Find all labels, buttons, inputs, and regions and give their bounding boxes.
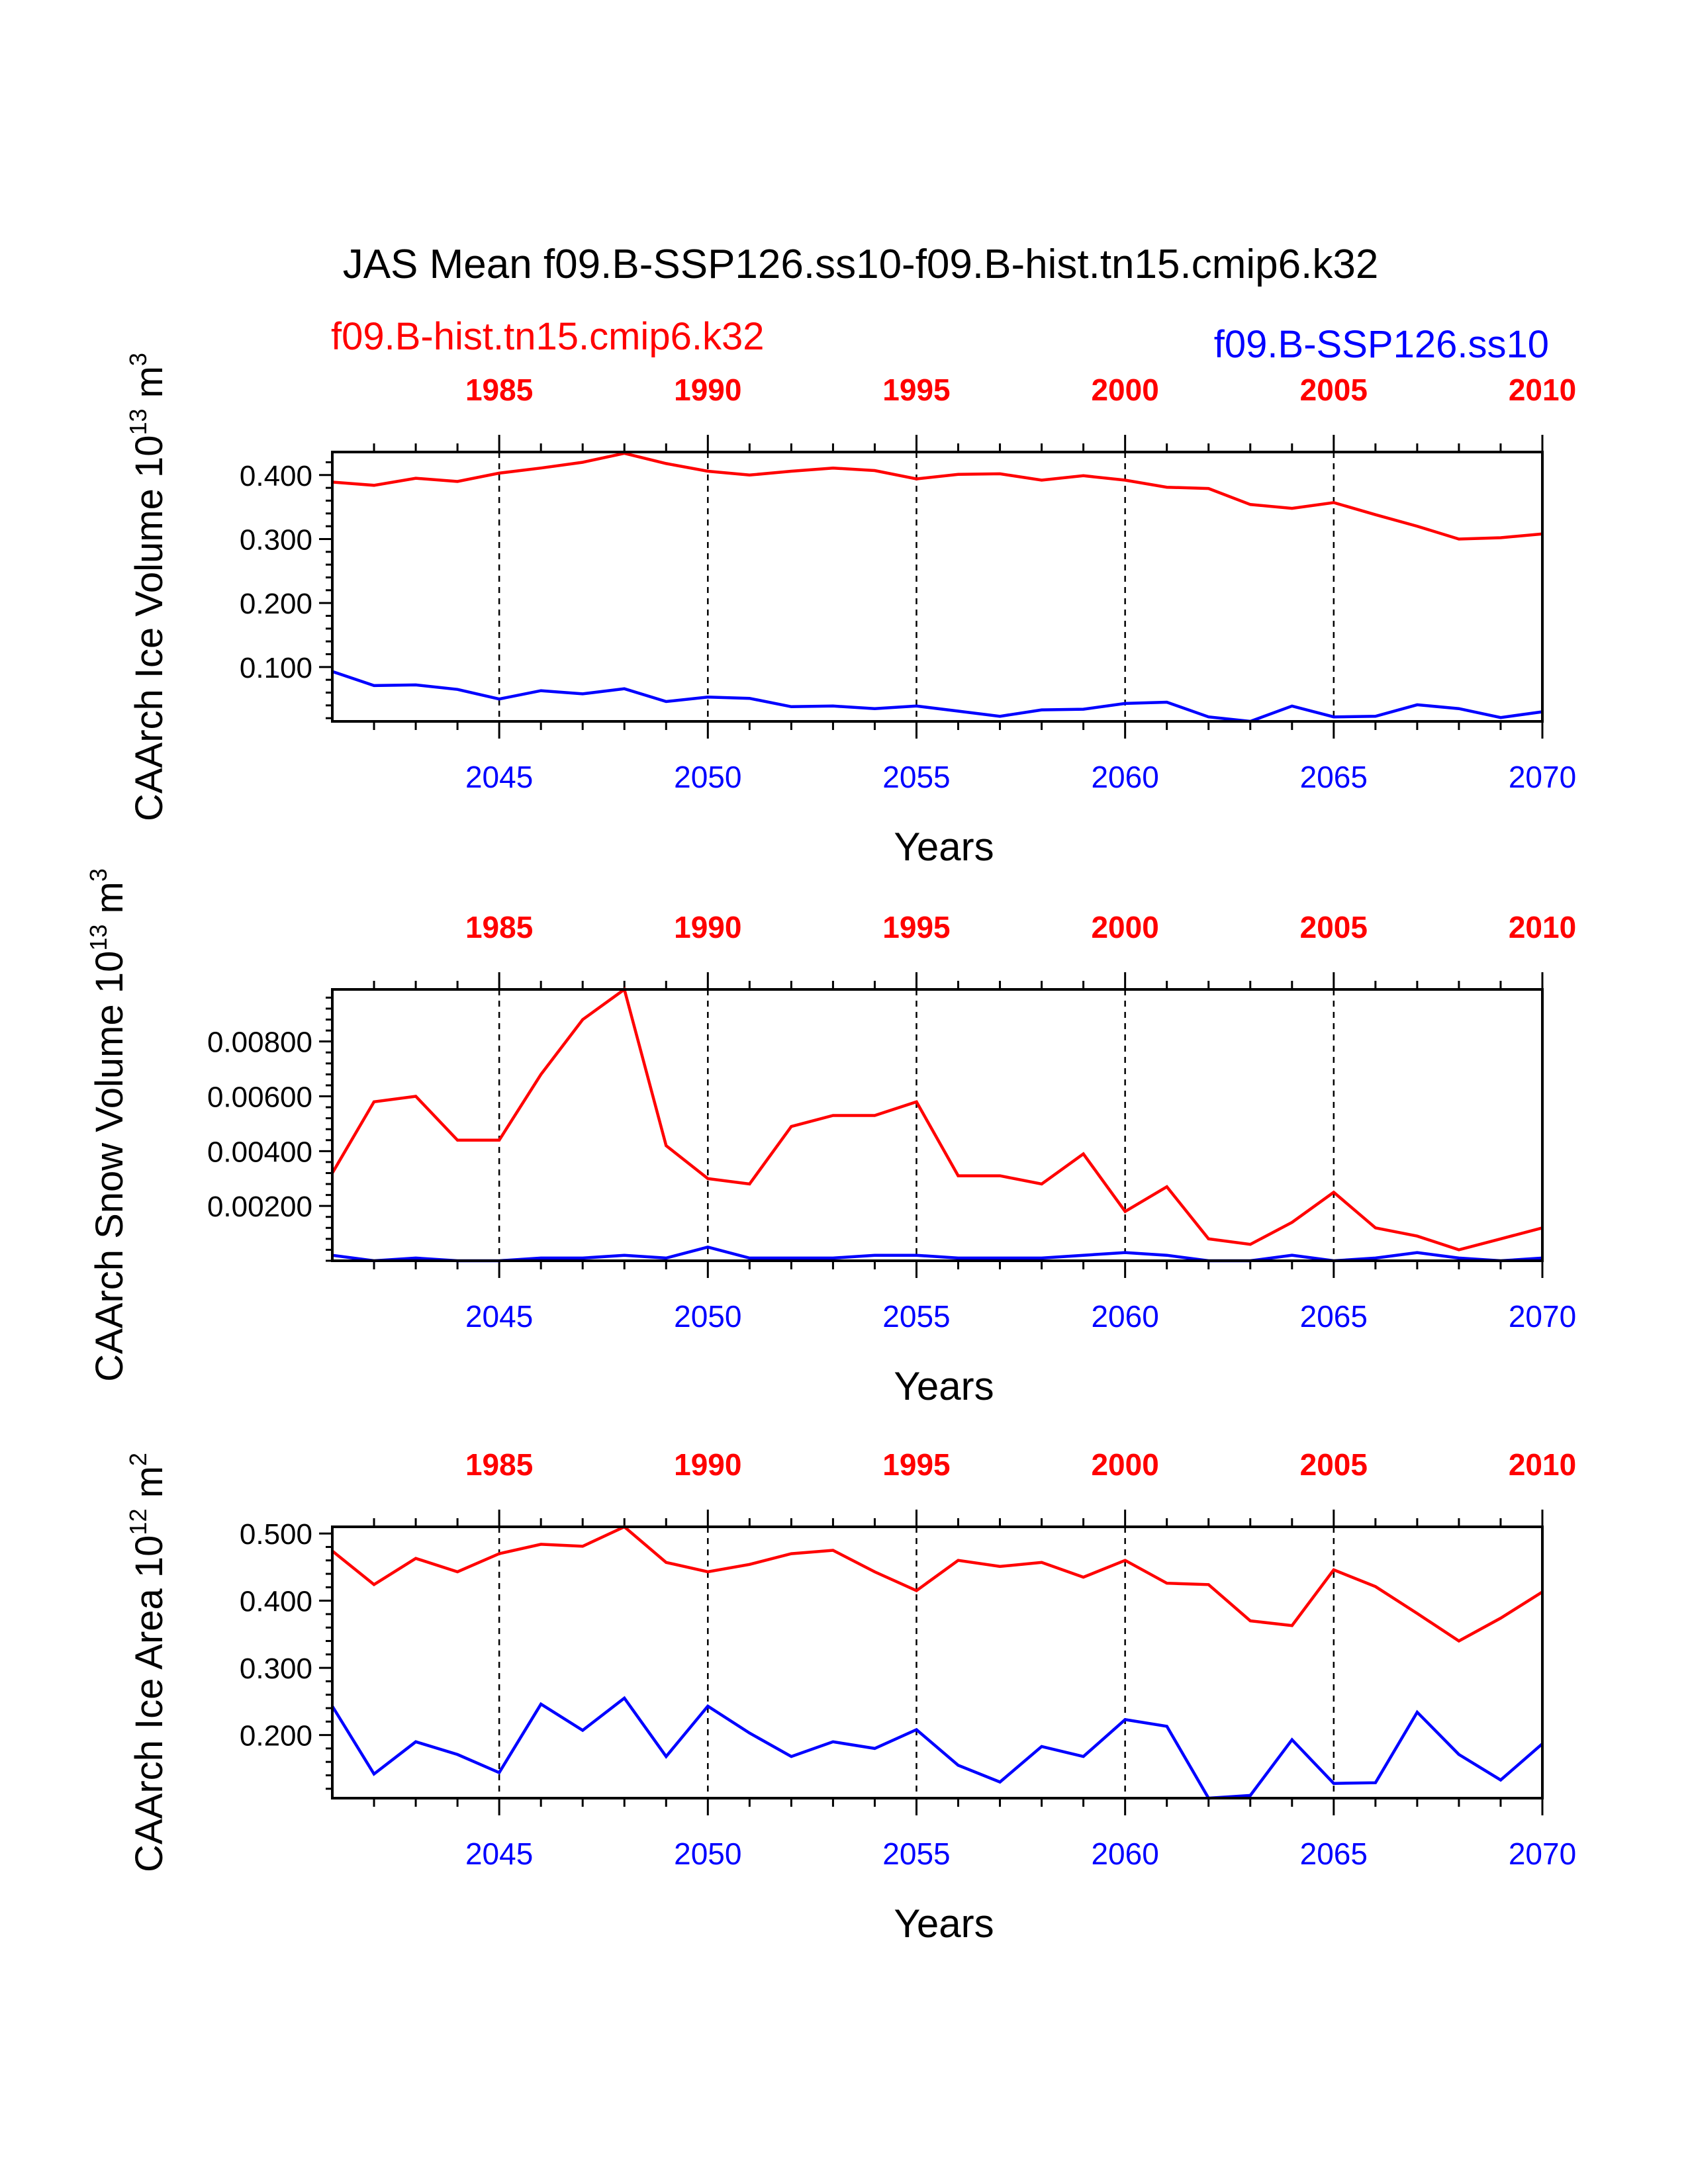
x-bottom-tick-label: 2050	[674, 1837, 741, 1871]
x-bottom-tick-label: 2050	[674, 760, 741, 794]
y-tick-label: 0.00200	[207, 1191, 312, 1223]
panel-3: 0.200 0.300 0.400 0.500 2045 2050 2055 2060 2065…	[124, 1447, 1576, 1946]
x-bottom-tick-label: 2060	[1091, 1299, 1158, 1334]
panel-1: 0.100 0.200 0.300 0.400 2045 2050 2055 2060 2065…	[124, 353, 1576, 869]
x-top-tick-label: 2010	[1509, 910, 1576, 944]
x-bottom-tick-label: 2070	[1509, 1299, 1576, 1334]
plot-frame	[331, 1525, 1544, 1799]
series-line-hist	[332, 451, 1543, 541]
x-top-tick-label: 1995	[882, 373, 950, 407]
x-bottom-tick-label: 2070	[1509, 1837, 1576, 1871]
series-line-hist	[331, 987, 1543, 1251]
x-bottom-tick-label: 2065	[1300, 1299, 1368, 1334]
plot-frame	[331, 988, 1544, 1262]
y-axis-label: CAArch Ice Area 1012 m2	[124, 1453, 171, 1872]
y-tick-label: 0.00800	[207, 1026, 312, 1059]
x-bottom-tick-label: 2055	[882, 1837, 950, 1871]
x-bottom-tick-label: 2070	[1509, 760, 1576, 794]
x-top-tick-label: 2000	[1091, 910, 1158, 944]
x-bottom-tick-label: 2045	[465, 760, 533, 794]
chart-title: JAS Mean f09.B-SSP126.ss10-f09.B-hist.tn…	[343, 242, 1379, 287]
y-tick-label: 0.100	[240, 652, 312, 684]
x-top-tick-label: 1985	[465, 1447, 533, 1482]
y-tick-label: 0.00400	[207, 1136, 312, 1168]
x-bottom-tick-label: 2055	[882, 1299, 950, 1334]
x-axis-label: Years	[894, 1901, 994, 1946]
x-top-tick-label: 2005	[1300, 373, 1368, 407]
x-bottom-tick-label: 2045	[465, 1299, 533, 1334]
y-tick-label: 0.200	[240, 1720, 312, 1752]
plot-frame	[331, 451, 1544, 723]
x-top-tick-label: 1990	[674, 1447, 741, 1482]
x-top-tick-label: 2005	[1300, 1447, 1368, 1482]
x-top-tick-label: 2005	[1300, 910, 1368, 944]
x-top-tick-label: 2000	[1091, 1447, 1158, 1482]
x-bottom-tick-label: 2065	[1300, 760, 1368, 794]
x-bottom-tick-label: 2065	[1300, 1837, 1368, 1871]
x-bottom-tick-label: 2045	[465, 1837, 533, 1871]
x-top-tick-label: 2000	[1091, 373, 1158, 407]
series-line-ssp	[331, 1696, 1544, 1800]
x-axis-label: Years	[894, 1364, 994, 1408]
y-tick-label: 0.400	[240, 460, 312, 492]
x-top-tick-label: 1990	[674, 373, 741, 407]
x-top-tick-label: 2010	[1509, 373, 1576, 407]
y-tick-label: 0.300	[240, 1653, 312, 1685]
y-tick-label: 0.00600	[207, 1081, 312, 1114]
x-top-tick-label: 1985	[465, 373, 533, 407]
x-bottom-tick-label: 2055	[882, 760, 950, 794]
x-top-tick-label: 1990	[674, 910, 741, 944]
series-line-ssp	[332, 670, 1543, 723]
y-axis-label: CAArch Snow Volume 1013 m3	[85, 868, 131, 1382]
series-line-hist	[331, 1525, 1544, 1643]
y-axis-label: CAArch Ice Volume 1013 m3	[124, 353, 171, 821]
y-tick-label: 0.400	[240, 1586, 312, 1618]
series-line-ssp	[332, 1245, 1543, 1263]
x-bottom-tick-label: 2060	[1091, 1837, 1158, 1871]
x-bottom-tick-label: 2060	[1091, 760, 1158, 794]
panels: 0.100 0.200 0.300 0.400 2045 2050 2055 2060 2065…	[85, 353, 1576, 1946]
x-top-tick-label: 1995	[882, 910, 950, 944]
x-top-tick-label: 2010	[1509, 1447, 1576, 1482]
x-top-tick-label: 1985	[465, 910, 533, 944]
legend-ssp-label: f09.B-SSP126.ss10	[1214, 323, 1549, 366]
x-axis-label: Years	[894, 825, 994, 869]
x-top-tick-label: 1995	[882, 1447, 950, 1482]
y-tick-label: 0.500	[240, 1518, 312, 1551]
panel-2: 0.00200 0.00400 0.00600 0.00800 2045 2050 2055…	[85, 868, 1576, 1408]
legend-hist-label: f09.B-hist.tn15.cmip6.k32	[331, 315, 764, 358]
y-tick-label: 0.200	[240, 588, 312, 620]
y-tick-label: 0.300	[240, 523, 312, 556]
x-bottom-tick-label: 2050	[674, 1299, 741, 1334]
